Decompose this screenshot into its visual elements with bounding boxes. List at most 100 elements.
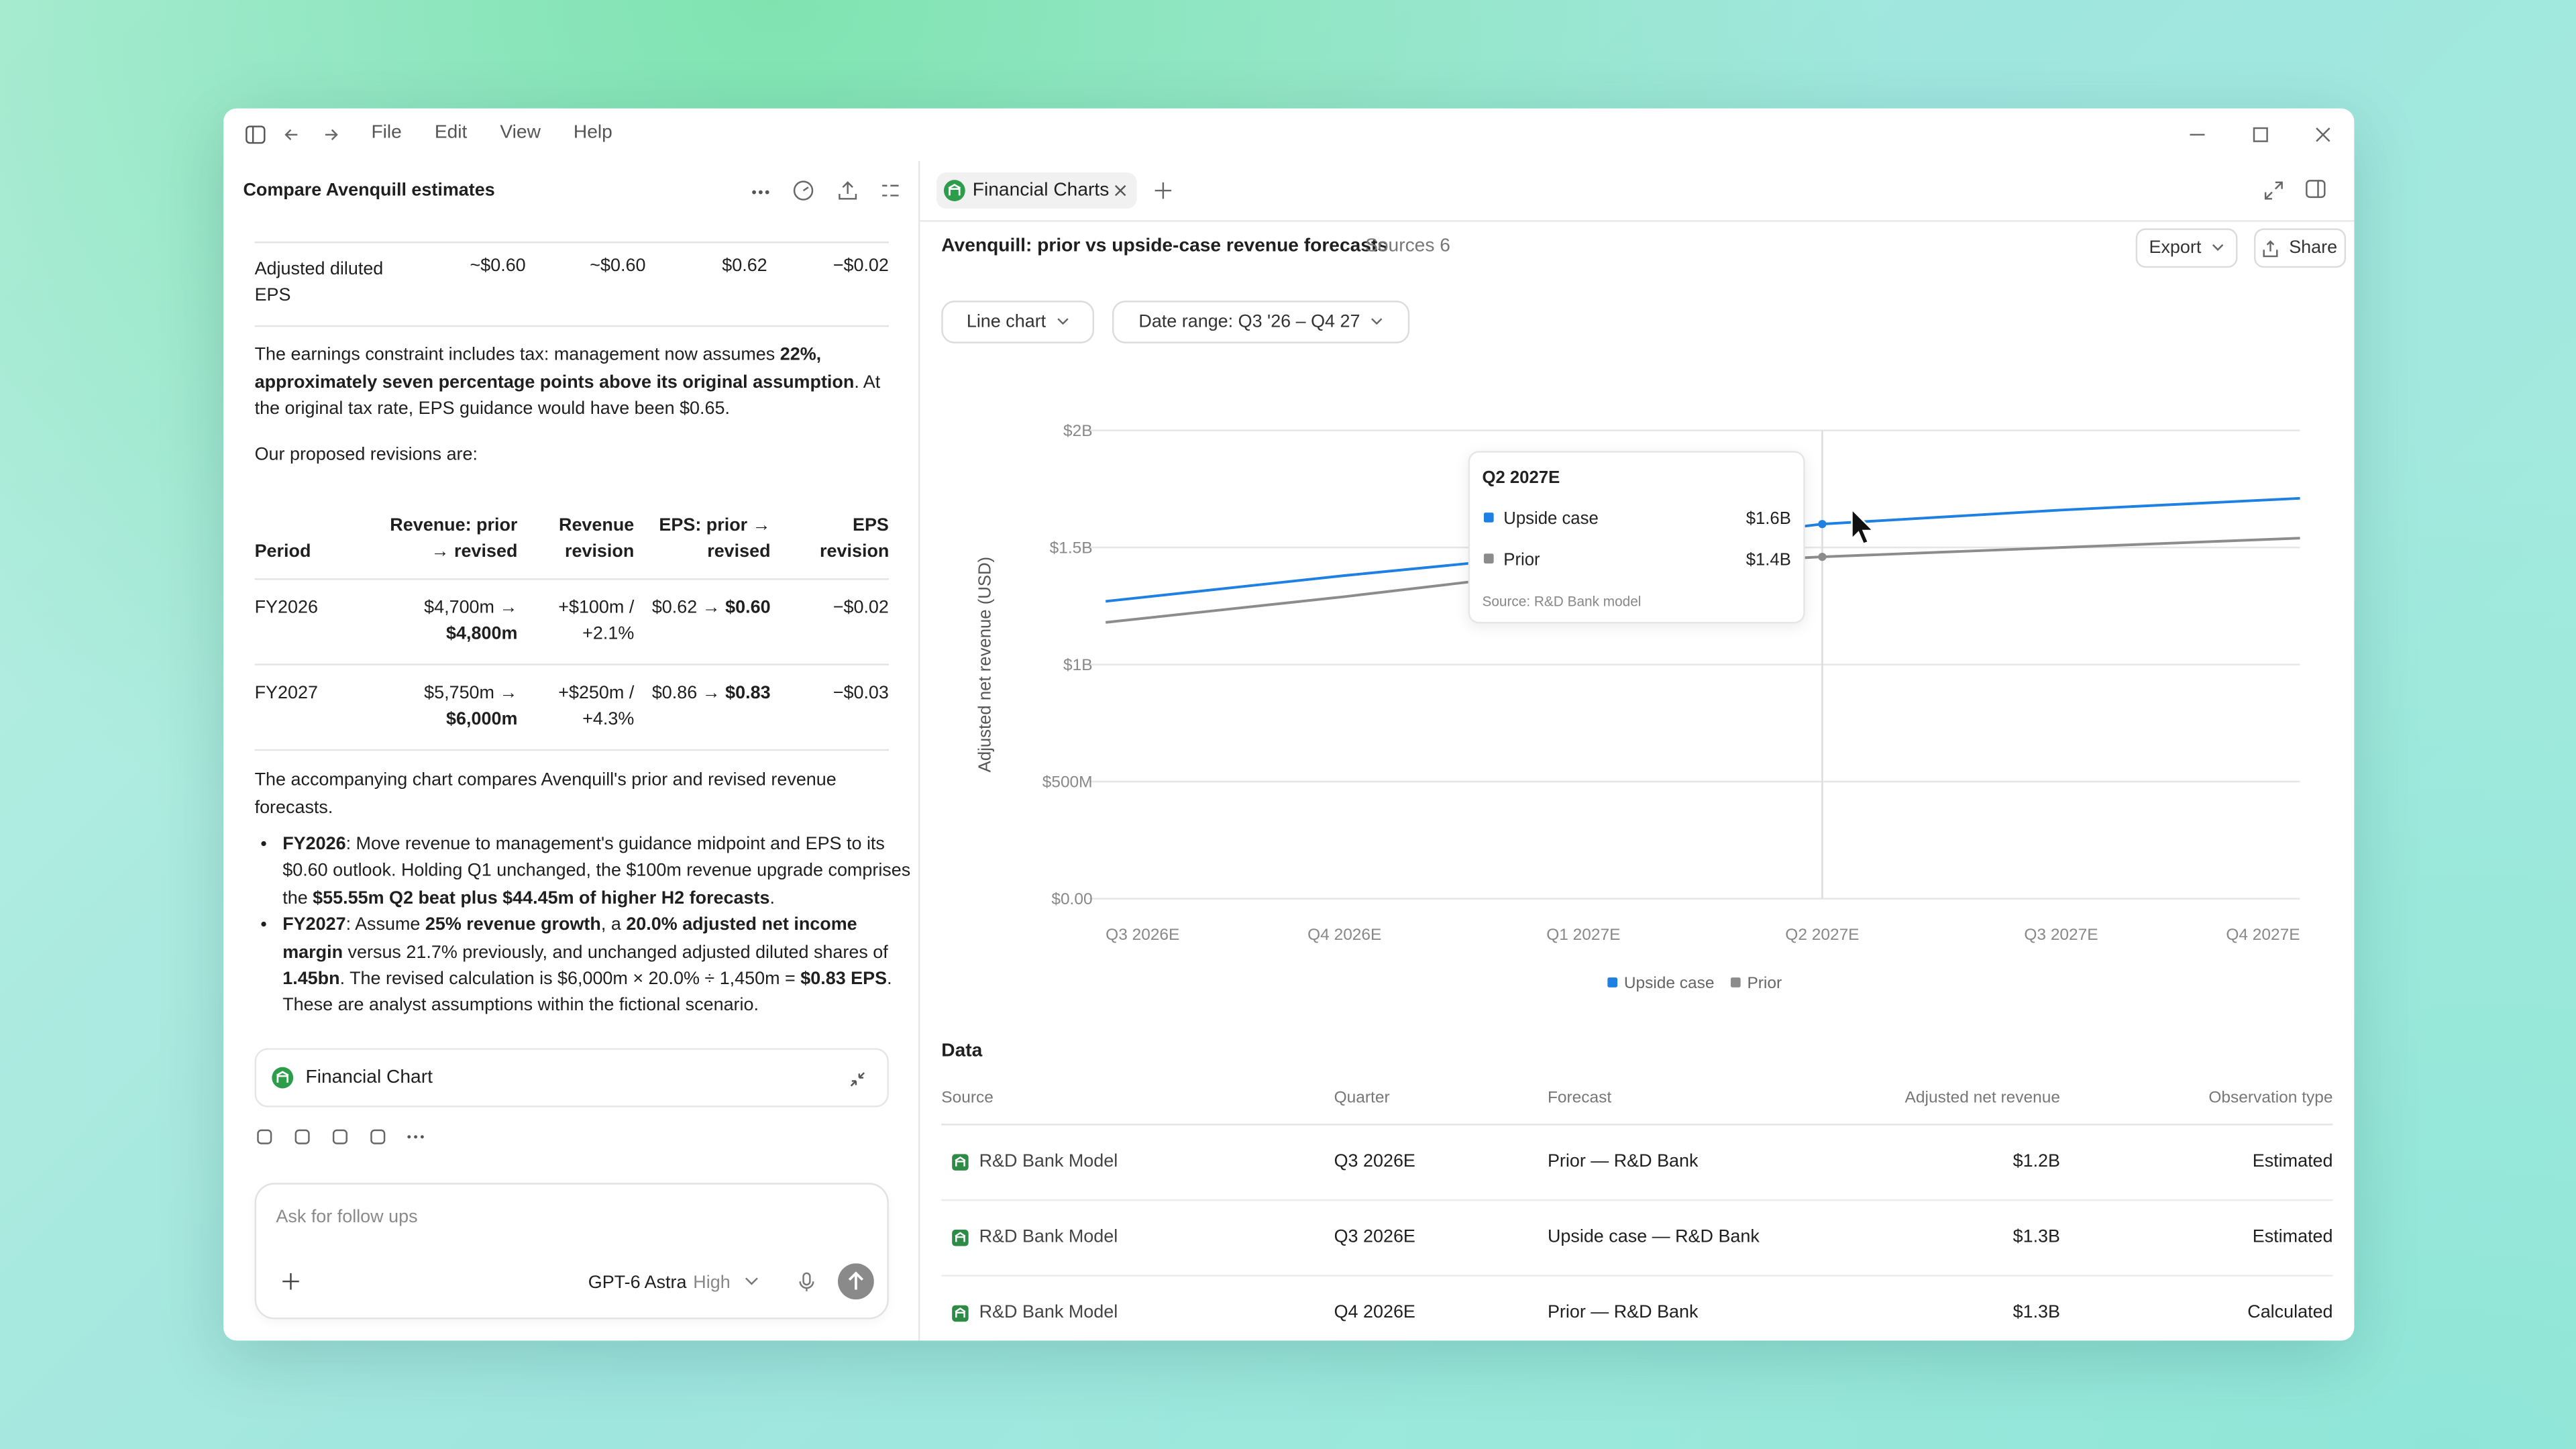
x-tick-label: Q4 2027E: [2226, 926, 2300, 944]
tab-icon[interactable]: [943, 179, 966, 202]
close-icon[interactable]: [2316, 127, 2330, 142]
text-run: 22%, approximately seven percentage poin…: [254, 345, 855, 392]
text-run: +$250m / +4.3%: [558, 683, 635, 730]
y-tick-label: $1B: [1063, 656, 1093, 674]
app-window: File Edit View Help Compare Avenquill estim…: [223, 108, 2355, 1341]
x-tick-label: Q3 2027E: [2024, 926, 2098, 944]
collapse-icon[interactable]: [848, 1069, 867, 1089]
new-tab[interactable]: [1153, 180, 1173, 200]
text-run: FY2027: [254, 683, 318, 704]
source-icon[interactable]: [951, 1229, 969, 1247]
table-cell: Q3 2026E: [1334, 1227, 1415, 1247]
y-tick-label: $0.00: [1051, 890, 1092, 908]
text-run: −$0.03: [833, 683, 889, 704]
financial-chart-card[interactable]: Financial Chart: [254, 1048, 889, 1108]
chevron-icon[interactable]: [1056, 317, 1069, 327]
chevron-icon[interactable]: [744, 1277, 759, 1288]
table-column-header: Source: [941, 1089, 994, 1108]
row-value: $0.62: [722, 256, 767, 276]
table-divider: [941, 1275, 2333, 1277]
sidebar-icon[interactable]: [246, 125, 266, 144]
row-value: −$0.02: [833, 256, 889, 276]
y-tick-label: $1.5B: [1050, 539, 1093, 557]
button-label: Export: [2149, 238, 2202, 258]
header-text: Revenue: prior → revised: [390, 515, 518, 562]
chevron-icon[interactable]: [2211, 243, 2224, 253]
chart-type-dropdown[interactable]: Line chart: [941, 301, 1095, 343]
menu-item[interactable]: Edit: [434, 123, 468, 144]
table-header-cell: Revenue revision: [549, 509, 634, 565]
table-cell: Prior — R&D Bank: [1547, 1303, 1699, 1323]
source-icon[interactable]: [951, 1153, 969, 1171]
y-tick-label: $500M: [1042, 773, 1093, 792]
share-button[interactable]: Share: [2254, 228, 2347, 268]
tooltip-swatch: [1483, 513, 1494, 523]
more-icon[interactable]: [749, 180, 772, 203]
tooltip-title: Q2 2027E: [1482, 468, 1560, 487]
speed-icon[interactable]: [792, 179, 814, 202]
model-selector[interactable]: GPT-6 Astra High: [588, 1273, 731, 1293]
card-label: Financial Chart: [305, 1067, 433, 1088]
chart-title: Avenquill: prior vs upside-case revenue …: [941, 236, 1389, 257]
tooltip-swatch: [1483, 553, 1494, 564]
sources-count: Sources 6: [1365, 236, 1450, 257]
table-cell: Prior — R&D Bank: [1547, 1151, 1699, 1172]
copy-icon[interactable]: [255, 1127, 274, 1146]
more-icon[interactable]: [406, 1127, 425, 1146]
table-column-header: Adjusted net revenue: [1904, 1089, 2061, 1108]
tab[interactable]: Financial Charts: [936, 172, 1137, 209]
paragraph: Our proposed revisions are:: [254, 445, 478, 466]
table-cell: FY2026: [255, 595, 370, 621]
share-icon[interactable]: [2263, 239, 2279, 257]
header-text: EPS: prior → revised: [659, 515, 771, 562]
maximize-icon[interactable]: [2253, 127, 2268, 142]
text-run: . The revised calculation is $6,000m × 2…: [339, 969, 801, 989]
row-value: ~$0.60: [470, 256, 526, 276]
upload-icon[interactable]: [837, 179, 859, 202]
menu-item[interactable]: View: [500, 123, 541, 144]
paragraph: The earnings constraint includes tax: ma…: [255, 341, 889, 423]
menu-item[interactable]: File: [371, 123, 402, 144]
paragraph: The accompanying chart compares Avenquil…: [254, 770, 837, 818]
table-header-cell: Period: [255, 509, 370, 565]
tooltip-row-name: Upside case: [1503, 509, 1598, 528]
mic-icon[interactable]: [797, 1272, 816, 1293]
tab-close[interactable]: [1114, 184, 1127, 197]
share-icon[interactable]: [368, 1127, 388, 1146]
chevron-icon[interactable]: [1370, 317, 1383, 327]
source-icon[interactable]: [951, 1304, 969, 1322]
legend-swatch: [1730, 977, 1741, 987]
text-run: 20.0% adjusted net income margin: [282, 915, 857, 963]
legend-swatch: [1607, 977, 1618, 987]
menu-item[interactable]: Help: [573, 123, 612, 144]
bullet-item: FY2027: Assume 25% revenue growth, a 20.…: [282, 912, 916, 1020]
table-cell: Q4 2026E: [1334, 1303, 1415, 1323]
title-bar-icons: [246, 125, 2330, 144]
add-icon[interactable]: [281, 1272, 301, 1291]
panel-icon[interactable]: [2305, 179, 2326, 199]
header-text: Period: [254, 542, 311, 562]
text-run: : Move revenue to management's guidance …: [282, 835, 911, 908]
text-run: $0.83: [725, 683, 771, 704]
forward-icon[interactable]: [325, 129, 338, 141]
dislike-icon[interactable]: [330, 1127, 350, 1146]
send-button[interactable]: [837, 1263, 874, 1300]
expand-icon[interactable]: [2264, 180, 2284, 200]
text-run: −$0.02: [833, 598, 889, 618]
tooltip-row-value: $1.6B: [1746, 509, 1791, 528]
date-range-dropdown[interactable]: Date range: Q3 '26 – Q4 27: [1112, 301, 1410, 343]
export-button[interactable]: Export: [2135, 228, 2238, 268]
like-icon[interactable]: [292, 1127, 312, 1146]
menu-bar: File Edit View Help: [371, 123, 612, 143]
follow-up-input[interactable]: Ask for follow ups GPT-6 Astra High: [254, 1183, 889, 1320]
back-icon[interactable]: [284, 129, 298, 141]
line-chart: $0.00 $500M $1B $1.5B $2B Adjusted net revenu…: [976, 422, 2300, 992]
model-name: GPT-6 Astra: [588, 1273, 687, 1293]
table-cell: R&D Bank Model: [979, 1151, 1118, 1172]
row-value: ~$0.60: [590, 256, 646, 276]
x-tick-label: Q3 2026E: [1106, 926, 1179, 944]
chart-card-icon[interactable]: [271, 1066, 294, 1089]
tooltip-box: [1468, 451, 1805, 624]
text-run: . These are analyst assumptions within t…: [282, 969, 892, 1016]
list-icon[interactable]: [879, 179, 902, 202]
